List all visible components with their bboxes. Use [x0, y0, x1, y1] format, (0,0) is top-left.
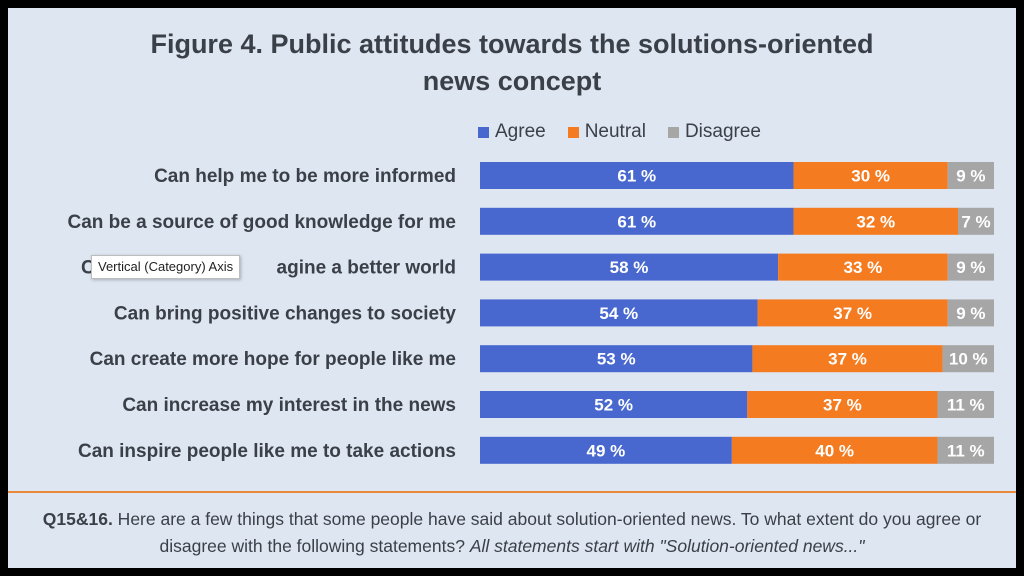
- bar-neutral[interactable]: [778, 253, 948, 281]
- bar-agree[interactable]: [480, 345, 753, 373]
- footnote-text: Here are a few things that some people h…: [112, 509, 982, 556]
- category-label: Can help me to be more informed: [154, 166, 456, 187]
- legend-item-disagree: Disagree: [667, 121, 761, 143]
- axis-tooltip: Vertical (Category) Axis: [91, 255, 241, 279]
- data-label-agree: 52 %: [594, 396, 633, 415]
- bar-agree[interactable]: [480, 436, 732, 464]
- bar-disagree[interactable]: [937, 436, 994, 464]
- category-label: Can create more hope for people like me: [90, 349, 456, 370]
- data-label-neutral: 37 %: [828, 350, 867, 369]
- bar-neutral[interactable]: [757, 299, 948, 327]
- bar-neutral[interactable]: [752, 345, 943, 373]
- bar-agree[interactable]: [480, 391, 748, 418]
- data-label-agree: 61 %: [617, 167, 656, 186]
- legend-item-agree: Agree: [478, 121, 546, 143]
- bar-disagree[interactable]: [958, 207, 994, 235]
- legend-label-disagree: Disagree: [684, 121, 761, 142]
- category-label: Can be a source of good knowledge for me: [68, 212, 457, 233]
- bar-chart[interactable]: Can help me to be more informed 61 % 30 % 9…: [8, 8, 1016, 488]
- chart-title-line-2: news concept: [422, 66, 602, 96]
- category-label-partial: agine a better world: [277, 258, 456, 279]
- footnote-question-code: Q15&16.: [42, 509, 113, 529]
- bar-disagree[interactable]: [947, 299, 994, 327]
- data-label-disagree: 11 %: [947, 396, 985, 415]
- chart-title: Figure 4. Public attitudes towards the s…: [8, 26, 1016, 100]
- data-label-agree: 49 %: [587, 441, 626, 460]
- bar-neutral[interactable]: [747, 391, 938, 418]
- category-label: Can bring positive changes to society: [114, 303, 457, 324]
- bar-neutral[interactable]: [793, 162, 948, 189]
- bar-disagree[interactable]: [937, 391, 994, 418]
- category-label: Can increase my interest in the news: [122, 395, 456, 416]
- legend: Agree Neutral Disagree: [478, 118, 783, 146]
- data-label-neutral: 32 %: [856, 212, 895, 231]
- category-label: Can inspire people like me to take actio…: [78, 441, 456, 462]
- legend-label-neutral: Neutral: [584, 121, 646, 142]
- data-label-disagree: 7 %: [961, 212, 990, 231]
- data-label-neutral: 37 %: [833, 304, 872, 323]
- legend-swatch-disagree: [667, 126, 679, 138]
- slide: Figure 4. Public attitudes towards the s…: [8, 8, 1016, 568]
- data-label-neutral: 40 %: [815, 441, 854, 460]
- bar-agree[interactable]: [480, 299, 758, 327]
- data-label-agree: 54 %: [599, 304, 638, 323]
- chart-title-line-1: Figure 4. Public attitudes towards the s…: [150, 29, 874, 59]
- data-label-disagree: 9 %: [956, 258, 985, 277]
- legend-item-neutral: Neutral: [567, 121, 646, 143]
- bar-neutral[interactable]: [793, 207, 959, 235]
- data-label-disagree: 9 %: [956, 167, 985, 186]
- bar-agree[interactable]: [480, 253, 779, 281]
- bar-neutral[interactable]: [731, 436, 938, 464]
- data-label-agree: 58 %: [610, 258, 649, 277]
- data-label-agree: 61 %: [617, 212, 656, 231]
- data-label-neutral: 33 %: [844, 258, 883, 277]
- bar-disagree[interactable]: [947, 253, 994, 281]
- bar-agree[interactable]: [480, 162, 794, 189]
- footnote-divider: [8, 491, 1016, 493]
- legend-swatch-neutral: [567, 126, 579, 138]
- legend-swatch-agree: [478, 126, 489, 138]
- footnote-italic: All statements start with "Solution-orie…: [469, 536, 865, 556]
- bar-disagree[interactable]: [947, 162, 994, 189]
- data-label-disagree: 11 %: [947, 441, 985, 460]
- data-label-disagree: 10 %: [949, 350, 988, 369]
- data-label-agree: 53 %: [597, 350, 636, 369]
- data-label-disagree: 9 %: [956, 304, 985, 323]
- legend-label-agree: Agree: [495, 121, 546, 142]
- bar-disagree[interactable]: [942, 345, 994, 373]
- data-label-neutral: 30 %: [851, 167, 890, 186]
- footnote: Q15&16. Here are a few things that some …: [28, 506, 996, 560]
- data-label-neutral: 37 %: [823, 396, 862, 415]
- bar-agree[interactable]: [480, 207, 794, 235]
